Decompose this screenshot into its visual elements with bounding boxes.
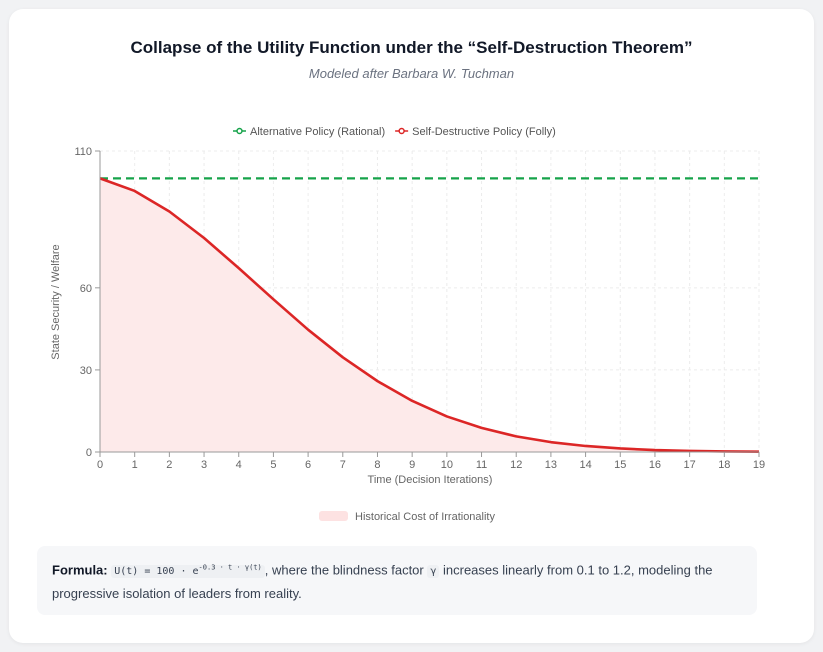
x-tick-label: 10 — [441, 459, 453, 471]
x-tick-label: 0 — [97, 459, 103, 471]
x-tick-label: 16 — [649, 459, 661, 471]
x-tick-label: 13 — [545, 459, 557, 471]
x-tick-label: 6 — [305, 459, 311, 471]
legend-label: Alternative Policy (Rational) — [250, 126, 385, 138]
formula-text-2: increases linearly from 0.1 to 1.2, mode… — [52, 562, 713, 602]
formula-text: , where the blindness factor — [264, 562, 428, 578]
legend-label: Self-Destructive Policy (Folly) — [412, 126, 556, 138]
x-tick-label: 2 — [166, 459, 172, 471]
formula-box: Formula: U(t) = 100 · e-0.3 · t · γ(t), … — [37, 546, 757, 615]
cost-area — [100, 178, 759, 452]
x-tick-label: 5 — [270, 459, 276, 471]
formula-label: Formula: — [52, 562, 108, 578]
x-tick-label: 12 — [510, 459, 522, 471]
legend-marker-icon — [236, 127, 243, 135]
x-tick-label: 8 — [374, 459, 380, 471]
y-tick-label: 30 — [80, 365, 92, 377]
x-axis-label: Time (Decision Iterations) — [368, 474, 493, 486]
x-tick-label: 7 — [340, 459, 346, 471]
gamma-symbol: γ — [427, 565, 440, 579]
x-tick-label: 11 — [476, 459, 487, 471]
y-tick-label: 60 — [80, 283, 92, 295]
formula-exponent: -0.3 · t · γ(t) — [198, 564, 262, 572]
chart-title: Collapse of the Utility Function under t… — [130, 38, 693, 57]
x-tick-label: 15 — [614, 459, 626, 471]
chart-subtitle: Modeled after Barbara W. Tuchman — [308, 66, 515, 81]
x-tick-label: 17 — [684, 459, 696, 471]
folly-policy-line — [99, 177, 760, 454]
x-tick-label: 4 — [236, 459, 242, 471]
x-tick-label: 19 — [753, 459, 765, 471]
x-tick-label: 9 — [409, 459, 415, 471]
x-tick-label: 1 — [132, 459, 138, 471]
x-tick-label: 18 — [718, 459, 730, 471]
area-legend-label: Historical Cost of Irrationality — [355, 511, 495, 523]
x-tick-label: 3 — [201, 459, 207, 471]
legend-marker-icon — [398, 127, 405, 135]
x-tick-label: 14 — [579, 459, 591, 471]
formula-base: U(t) = 100 · e — [114, 566, 199, 578]
formula-expression: U(t) = 100 · e-0.3 · t · γ(t) — [111, 564, 265, 579]
y-axis-label: State Security / Welfare — [50, 244, 62, 359]
y-tick-label: 110 — [74, 146, 92, 158]
y-tick-label: 0 — [86, 447, 92, 459]
area-legend-swatch — [319, 511, 348, 521]
